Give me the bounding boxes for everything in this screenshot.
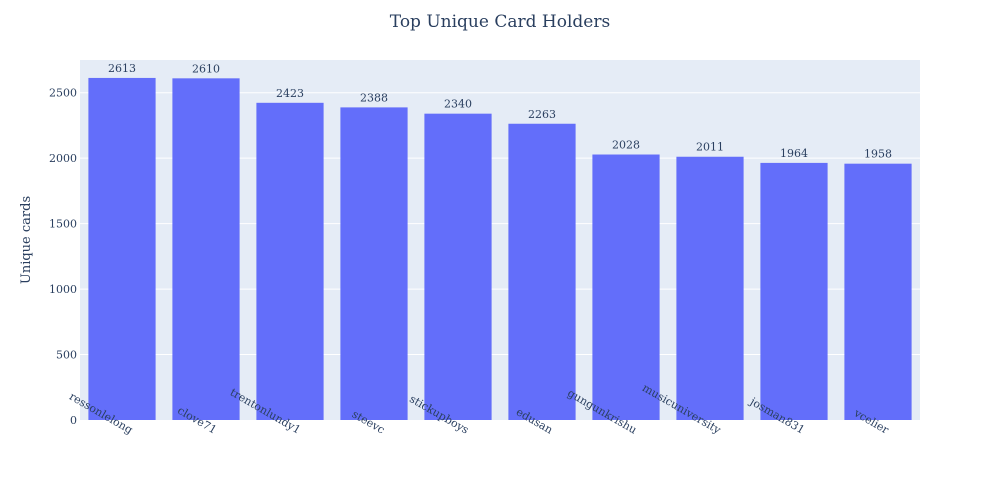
bar bbox=[760, 162, 828, 421]
data-label: 2263 bbox=[528, 108, 556, 121]
y-tick-label: 2500 bbox=[49, 87, 77, 100]
data-label: 2613 bbox=[108, 62, 136, 75]
data-label: 2340 bbox=[444, 98, 472, 111]
data-label: 2388 bbox=[360, 91, 388, 104]
data-label: 2610 bbox=[192, 62, 220, 75]
y-tick-layer: 0 500 1000 1500 2000 2500 bbox=[49, 87, 77, 427]
bar bbox=[424, 113, 492, 420]
data-label-layer: 2613 2610 2423 2388 2340 2263 2028 2011 1964 1958 bbox=[108, 62, 892, 161]
data-label: 1964 bbox=[780, 147, 808, 160]
bar bbox=[508, 123, 576, 421]
y-tick-label: 1000 bbox=[49, 283, 77, 296]
y-tick-label: 500 bbox=[56, 349, 77, 362]
bar bbox=[592, 154, 660, 420]
bar bbox=[88, 77, 156, 421]
bar bbox=[676, 156, 744, 420]
y-tick-label: 2000 bbox=[49, 152, 77, 165]
bar bbox=[340, 107, 408, 420]
y-tick-label: 1500 bbox=[49, 218, 77, 231]
chart-title: Top Unique Card Holders bbox=[389, 12, 611, 32]
bar bbox=[256, 102, 324, 420]
bar bbox=[844, 163, 912, 420]
data-label: 2423 bbox=[276, 87, 304, 100]
bar bbox=[172, 78, 240, 420]
data-label: 2011 bbox=[696, 141, 724, 154]
y-axis-label: Unique cards bbox=[19, 196, 34, 284]
y-tick-label: 0 bbox=[70, 414, 77, 427]
bar-layer bbox=[88, 77, 912, 421]
data-label: 2028 bbox=[612, 139, 640, 152]
data-label: 1958 bbox=[864, 148, 892, 161]
